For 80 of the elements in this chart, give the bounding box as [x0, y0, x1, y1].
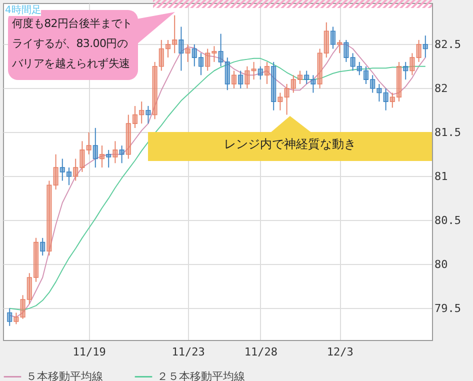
candlestick: [258, 66, 263, 80]
candlestick: [244, 66, 250, 89]
candlestick: [297, 70, 303, 84]
y-tick-label: 79.5: [434, 302, 461, 315]
candlestick: [344, 39, 349, 62]
candlestick: [383, 88, 388, 111]
candlestick: [403, 61, 408, 80]
candlestick: [119, 145, 124, 164]
candlestick: [60, 158, 65, 182]
candlestick: [356, 61, 362, 76]
candlestick: [370, 74, 376, 94]
candlestick: [86, 132, 92, 155]
candlestick: [152, 61, 158, 120]
legend-label: ２５本移動平均線: [157, 370, 245, 381]
candlestick: [198, 52, 204, 76]
candlestick: [139, 101, 144, 124]
candlestick: [178, 26, 184, 72]
candlestick: [40, 237, 46, 256]
candlestick: [251, 61, 256, 80]
candlestick: [264, 61, 270, 84]
candlestick: [238, 70, 244, 89]
candlestick: [92, 127, 98, 168]
candlestick: [304, 70, 310, 84]
candlestick: [290, 74, 296, 94]
candlestick: [317, 48, 322, 89]
candlestick: [390, 92, 395, 108]
candlestick: [310, 74, 316, 94]
y-tick-label: 81.5: [434, 126, 461, 139]
candlestick: [53, 154, 58, 190]
candlestick: [158, 39, 164, 72]
candlestick: [33, 237, 39, 282]
x-tick-label: 11/23: [172, 346, 205, 358]
candlestick: [172, 14, 178, 54]
candlestick: [278, 92, 283, 111]
candlestick: [416, 39, 422, 62]
candlestick: [192, 44, 197, 67]
candlestick: [224, 57, 230, 91]
candlestick: [231, 70, 237, 89]
candlestick: [410, 52, 415, 76]
candlestick: [112, 140, 118, 164]
candlestick: [165, 39, 171, 58]
candlestick: [284, 83, 290, 116]
candlestick: [212, 46, 217, 62]
candlestick: [26, 272, 32, 304]
candlestick: [14, 312, 19, 325]
y-tick-label: 82: [434, 82, 448, 95]
candlestick: [376, 83, 382, 102]
x-tick-label: 11/28: [244, 346, 278, 358]
x-tick-label: 12/3: [326, 346, 354, 358]
candlestick: [7, 308, 12, 326]
y-tick-label: 80: [434, 258, 448, 271]
legend-label: ５本移動平均線: [26, 370, 103, 381]
candlestick: [146, 105, 151, 124]
candlestick: [99, 145, 105, 168]
y-tick-label: 81: [434, 170, 448, 183]
candlestick: [350, 52, 356, 72]
candlestick: [80, 140, 85, 172]
candlestick: [330, 26, 336, 50]
candlestick: [185, 44, 190, 62]
candlestick: [46, 180, 52, 256]
y-tick-label: 82.5: [434, 38, 461, 51]
annotation: 何度も82円台後半までトライするが、83.00円のバリアを越えられず失速: [12, 17, 132, 70]
annotation: 4時間足: [5, 5, 42, 16]
candlestick: [422, 35, 428, 58]
candlestick: [66, 167, 72, 186]
candlestick: [324, 22, 329, 58]
candlestick: [337, 39, 342, 54]
candlestick: [73, 158, 78, 182]
candlestick: [271, 61, 276, 111]
candlestick: [205, 48, 210, 72]
candlestick: [132, 105, 138, 128]
x-tick-label: 11/19: [72, 346, 106, 358]
candlestick: [126, 114, 131, 160]
candlestick: [218, 33, 224, 67]
candlestick: [363, 66, 369, 84]
annotation: レンジ内で神経質な動き: [223, 136, 357, 153]
y-tick-label: 80.5: [434, 214, 461, 227]
candlestick: [396, 61, 402, 102]
candlestick: [20, 294, 26, 320]
candlestick: [106, 149, 112, 168]
